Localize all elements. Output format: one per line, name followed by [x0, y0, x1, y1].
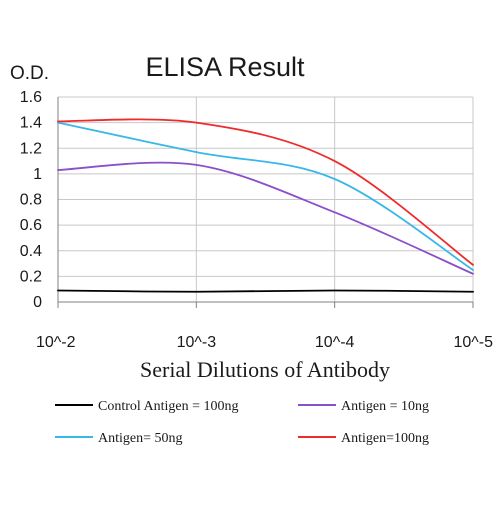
legend: Control Antigen = 100ng Antigen = 10ng Ant… — [55, 399, 429, 446]
series-1-point-2 — [333, 211, 336, 214]
series-1-point-1 — [195, 164, 198, 166]
y-tick-label-1: 0.2 — [20, 268, 42, 285]
x-tick-label-1: 10^-3 — [177, 334, 217, 351]
series-1-point-3 — [472, 273, 474, 275]
series-layer — [57, 118, 474, 293]
series-line-1 — [57, 161, 474, 275]
series-3-point-2 — [333, 160, 336, 162]
x-tick-label-2: 10^-4 — [315, 334, 355, 351]
series-0-point-3 — [472, 290, 474, 293]
x-tick-label-0: 10^-2 — [36, 334, 76, 351]
series-2-point-3 — [472, 269, 474, 271]
series-line-3 — [57, 118, 474, 266]
y-tick-label-2: 0.4 — [20, 243, 42, 260]
legend-label-3: Antigen=100ng — [341, 431, 429, 446]
y-tick-label-5: 1 — [33, 166, 42, 183]
y-tick-label-3: 0.6 — [20, 217, 42, 234]
y-axis-label: O.D. — [10, 63, 49, 84]
series-2-point-2 — [333, 178, 336, 180]
y-tick-label-6: 1.2 — [20, 140, 42, 157]
y-tick-label-0: 0 — [33, 294, 42, 311]
x-tick-label-3: 10^-5 — [453, 334, 493, 351]
series-3-point-3 — [472, 264, 474, 266]
series-line-0 — [57, 289, 474, 293]
legend-label-2: Antigen= 50ng — [98, 431, 183, 446]
chart-title: ELISA Result — [145, 52, 305, 82]
y-tick-label-4: 0.8 — [20, 192, 42, 209]
series-0-point-1 — [195, 290, 198, 293]
series-0-point-0 — [57, 289, 59, 292]
series-2-point-1 — [195, 151, 198, 153]
y-tick-label-8: 1.6 — [20, 89, 42, 106]
axis-layer: 0 0.2 0.4 0.6 0.8 1 1.2 1.4 1.6 10^-2 10^-3 10^-4 10… — [20, 89, 493, 351]
series-1-point-0 — [57, 169, 59, 171]
series-3-point-1 — [195, 121, 198, 124]
x-axis-label: Serial Dilutions of Antibody — [140, 357, 390, 382]
legend-label-1: Antigen = 10ng — [341, 399, 429, 414]
series-0-point-2 — [333, 289, 336, 292]
legend-label-0: Control Antigen = 100ng — [98, 399, 239, 414]
series-3-point-0 — [57, 120, 59, 123]
y-tick-label-7: 1.4 — [20, 115, 42, 132]
series-line-2 — [57, 121, 474, 271]
